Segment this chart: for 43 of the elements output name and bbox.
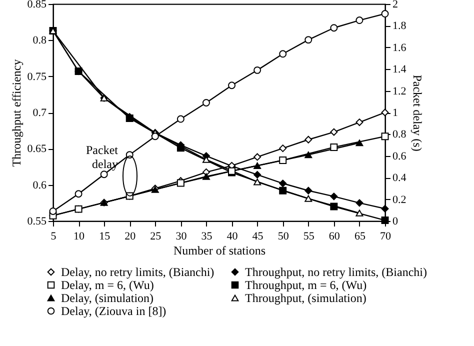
x-tick-label: 40: [226, 230, 238, 242]
y-axis-title: Throughput efficiency: [9, 59, 24, 167]
y2-tick-label: 0.4: [392, 172, 407, 184]
y2-tick-label: 0.8: [392, 128, 407, 141]
y-tick-label: 0.85: [27, 0, 47, 10]
y2-tick-label: 1: [392, 107, 398, 119]
y-tick-label: 0.75: [27, 70, 47, 83]
legend-label: Throughput, m = 6, (Wu): [245, 278, 367, 292]
y-tick-label: 0.8: [32, 34, 47, 47]
legend-label: Delay, (simulation): [61, 291, 154, 305]
y2-tick-label: 0: [392, 216, 398, 228]
annotation: Packet delay: [86, 143, 119, 171]
y2-tick-label: 1.4: [392, 64, 407, 76]
y-tick-label: 0.6: [32, 179, 47, 192]
x-tick-label: 25: [150, 230, 162, 242]
y-tick-label: 0.7: [32, 107, 47, 119]
x-tick-label: 70: [380, 230, 392, 242]
x-tick-label: 35: [201, 230, 213, 242]
x-tick-label: 15: [99, 230, 111, 242]
x-tick-label: 50: [278, 230, 290, 242]
legend-label: Delay, m = 6, (Wu): [61, 278, 154, 292]
x-tick-label: 30: [176, 230, 188, 242]
x-tick-label: 5: [50, 230, 57, 242]
y-tick-label: 0.55: [27, 216, 47, 228]
x-tick-label: 55: [303, 230, 315, 242]
x-axis-title: Number of stations: [174, 244, 266, 258]
x-tick-label: 60: [328, 230, 340, 242]
legend-label: Delay, no retry limits, (Bianchi): [61, 265, 214, 279]
x-tick-label: 45: [252, 230, 264, 242]
legend-label: Throughput, (simulation): [245, 291, 366, 305]
y2-tick-label: 1.2: [392, 85, 406, 98]
y2-tick-label: 0.6: [392, 150, 407, 162]
y-tick-label: 0.65: [27, 143, 47, 156]
y2-tick-label: 1.8: [392, 20, 407, 32]
y2-tick-label: 1.6: [392, 42, 407, 54]
x-tick-label: 20: [124, 230, 136, 242]
x-tick-label: 10: [74, 230, 86, 242]
legend-label: Delay, (Ziouva in [8]): [61, 304, 166, 318]
y2-axis-title: Packet delay (s): [410, 74, 424, 152]
y2-tick-label: 0.2: [392, 194, 406, 206]
legend-label: Throughput, no retry limits, (Bianchi): [245, 265, 427, 279]
x-tick-label: 65: [354, 230, 366, 242]
y2-tick-label: 2: [392, 0, 398, 10]
